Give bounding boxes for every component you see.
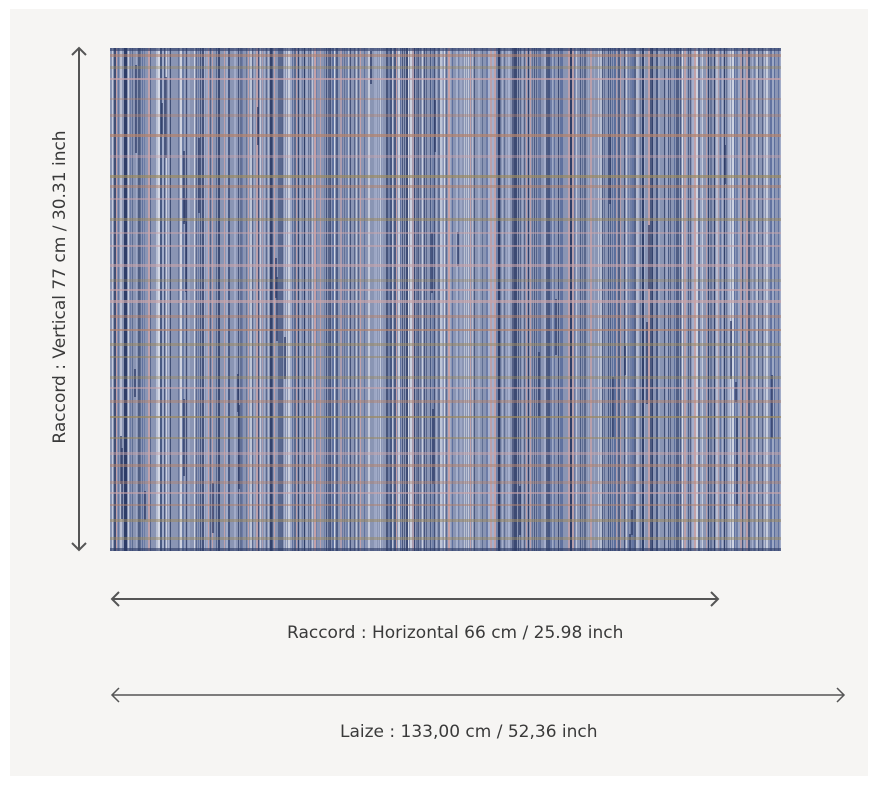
horizontal-repeat-arrow <box>110 591 720 607</box>
width-label: Laize : 133,00 cm / 52,36 inch <box>340 722 598 742</box>
width-arrow <box>110 687 846 703</box>
horizontal-repeat-label: Raccord : Horizontal 66 cm / 25.98 inch <box>287 623 624 643</box>
vertical-repeat-label: Raccord : Vertical 77 cm / 30.31 inch <box>50 130 70 444</box>
vertical-repeat-arrow <box>71 46 87 552</box>
fabric-swatch-image <box>110 48 781 551</box>
